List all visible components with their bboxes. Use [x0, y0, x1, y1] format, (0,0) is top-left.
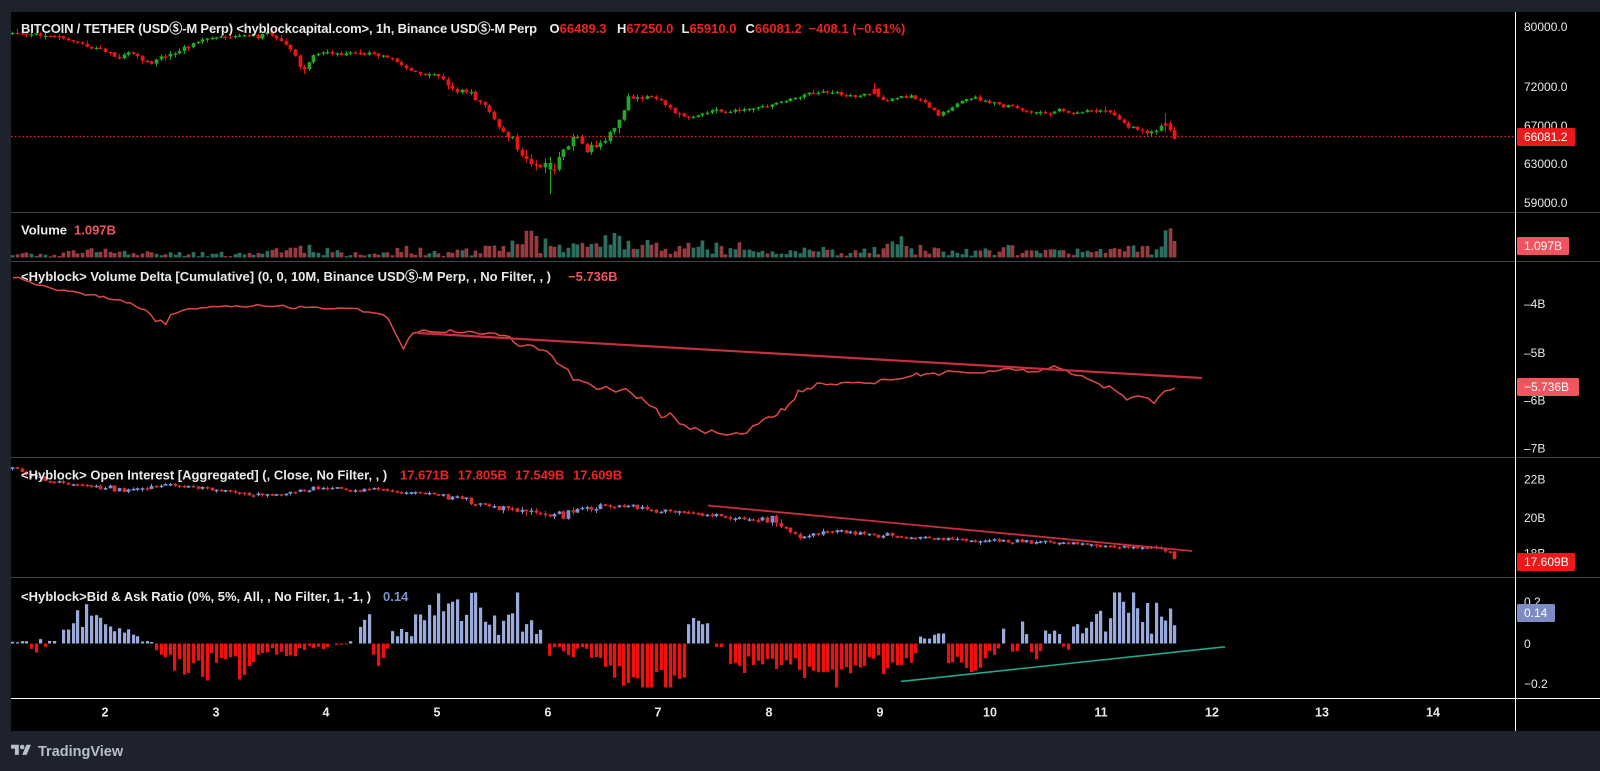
svg-text:−0.2: −0.2 — [1524, 677, 1548, 691]
svg-text:11: 11 — [1094, 706, 1107, 720]
svg-text:63000.0: 63000.0 — [1524, 157, 1568, 171]
svg-text:72000.0: 72000.0 — [1524, 80, 1568, 94]
svg-text:H67250.0: H67250.0 — [617, 21, 673, 36]
svg-text:<Hyblock>Bid & Ask Ratio (0%,: <Hyblock>Bid & Ask Ratio (0%, 5%, All, ,… — [21, 589, 371, 604]
svg-text:3: 3 — [213, 706, 220, 720]
svg-text:66081.2: 66081.2 — [1524, 130, 1568, 144]
svg-text:13: 13 — [1315, 706, 1329, 720]
svg-text:20B: 20B — [1524, 511, 1545, 525]
svg-text:‒4B: ‒4B — [1524, 297, 1545, 311]
svg-text:O66489.3: O66489.3 — [550, 21, 607, 36]
svg-text:‒7B: ‒7B — [1524, 441, 1545, 455]
svg-text:‒6B: ‒6B — [1524, 394, 1545, 408]
svg-text:2: 2 — [102, 706, 109, 720]
svg-text:1.097B: 1.097B — [74, 223, 116, 238]
svg-text:14: 14 — [1426, 706, 1440, 720]
svg-text:0.14: 0.14 — [1524, 606, 1548, 620]
svg-text:22B: 22B — [1524, 473, 1545, 487]
svg-text:17.609B: 17.609B — [1524, 555, 1569, 569]
svg-text:−5.736B: −5.736B — [568, 269, 618, 284]
svg-text:BITCOIN / TETHER (USDⓈ-M Perp): BITCOIN / TETHER (USDⓈ-M Perp) <hyblockc… — [21, 21, 537, 36]
svg-text:7: 7 — [655, 706, 662, 720]
svg-text:Volume: Volume — [21, 223, 67, 238]
svg-text:12: 12 — [1205, 706, 1219, 720]
svg-text:C66081.2: C66081.2 — [746, 21, 802, 36]
svg-text:6: 6 — [545, 706, 552, 720]
svg-text:8: 8 — [766, 706, 773, 720]
svg-text:−408.1 (−0.61%): −408.1 (−0.61%) — [809, 21, 906, 36]
svg-text:17.671B: 17.671B — [400, 468, 449, 483]
svg-text:L65910.0: L65910.0 — [682, 21, 737, 36]
svg-text:80000.0: 80000.0 — [1524, 20, 1568, 34]
svg-text:17.549B: 17.549B — [515, 468, 564, 483]
svg-text:<Hyblock> Open Interest [Aggre: <Hyblock> Open Interest [Aggregated] (, … — [21, 468, 387, 483]
svg-text:9: 9 — [877, 706, 884, 720]
svg-text:‒5B: ‒5B — [1524, 346, 1545, 360]
svg-text:5: 5 — [434, 706, 441, 720]
svg-text:4: 4 — [323, 706, 330, 720]
svg-text:17.805B: 17.805B — [458, 468, 507, 483]
svg-text:0: 0 — [1524, 637, 1531, 651]
svg-text:1.097B: 1.097B — [1524, 239, 1562, 253]
svg-text:17.609B: 17.609B — [573, 468, 622, 483]
svg-text:59000.0: 59000.0 — [1524, 196, 1568, 210]
svg-text:10: 10 — [983, 706, 997, 720]
svg-text:−5.736B: −5.736B — [1524, 380, 1569, 394]
svg-text:0.14: 0.14 — [383, 589, 409, 604]
svg-text:TradingView: TradingView — [38, 744, 124, 760]
svg-text:<Hyblock> Volume Delta [Cumula: <Hyblock> Volume Delta [Cumulative] (0, … — [21, 269, 551, 284]
